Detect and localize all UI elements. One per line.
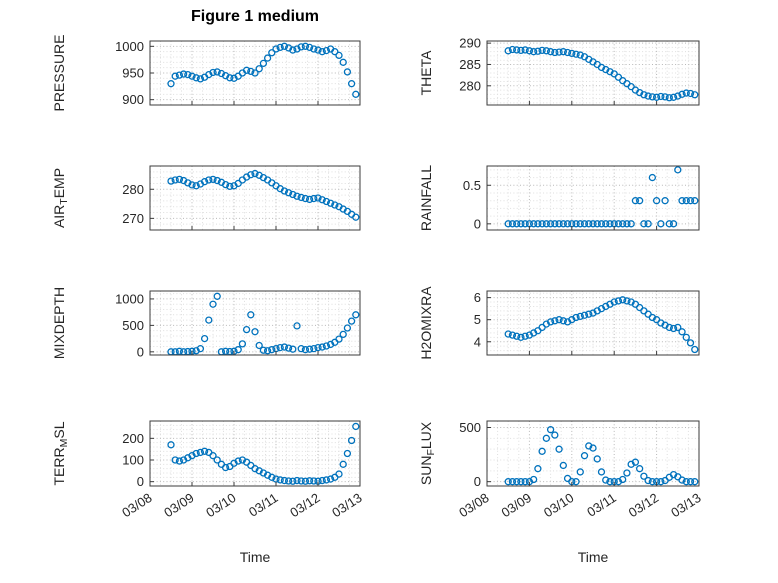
x-axis-label-left: Time (239, 549, 271, 565)
y-tick-label: 500 (122, 318, 144, 333)
y-tick-label: 290 (459, 36, 481, 51)
y-tick-label: 1000 (115, 291, 144, 306)
subplot-rainfall: 0 0.5 RAINFALL (418, 165, 700, 231)
y-tick-label: 6 (474, 290, 481, 305)
y-axis-label-sun-flux: SUNFLUX (418, 421, 437, 485)
axes-box (486, 40, 700, 106)
x-tick-label: 03/10 (203, 490, 238, 520)
y-tick-label: 5 (474, 312, 481, 327)
x-tick-label: 03/13 (668, 490, 703, 520)
y-tick-label: 500 (459, 420, 481, 435)
x-tick-label: 03/10 (541, 490, 576, 520)
series-markers-sun-flux (504, 426, 699, 486)
x-tick-label: 03/09 (499, 490, 534, 520)
series-markers-rainfall (504, 166, 699, 228)
subplot-air-temp: 270 280 AIRTEMP (51, 165, 361, 231)
axes-box (486, 165, 700, 231)
y-tick-label: 285 (459, 57, 481, 72)
y-tick-label: 4 (474, 334, 481, 349)
subplot-terr-msl: 0 100 200 03/08 03/09 03/10 03/11 03/12 03/13 TER… (51, 420, 365, 520)
y-tick-label: 900 (122, 92, 144, 107)
x-tick-label: 03/09 (161, 490, 196, 520)
y-axis-label-pressure: PRESSURE (51, 34, 67, 111)
y-tick-label: 0 (474, 474, 481, 489)
subplot-sun-flux: 0 500 03/08 03/09 03/10 03/11 03/12 03/13 SUNFLU… (418, 420, 704, 520)
subplot-pressure: 900 950 1000 PRESSURE (51, 34, 361, 112)
y-tick-label: 200 (122, 431, 144, 446)
y-tick-label: 100 (122, 453, 144, 468)
axes-box (149, 290, 361, 356)
y-axis-label-mixdepth: MIXDEPTH (51, 287, 67, 359)
y-axis-label-terr-msl: TERRMSL (51, 421, 70, 485)
y-axis-label-theta: THETA (418, 50, 434, 96)
y-tick-label: 0 (137, 474, 144, 489)
series-markers-h2omixra (504, 296, 699, 354)
y-tick-label: 0 (137, 344, 144, 359)
y-tick-label: 0.5 (463, 178, 481, 193)
y-tick-label: 0 (474, 216, 481, 231)
axes-box (149, 165, 361, 231)
x-tick-label: 03/08 (456, 490, 491, 520)
y-axis-label-rainfall: RAINFALL (418, 165, 434, 231)
figure-title: Figure 1 medium (190, 8, 320, 25)
x-tick-label: 03/11 (246, 490, 281, 520)
y-axis-label-h2omixra: H2OMIXRA (418, 286, 434, 360)
y-tick-label: 280 (459, 78, 481, 93)
series-markers-terr-msl (167, 422, 360, 485)
series-markers-theta (504, 45, 699, 102)
y-axis-label-air-temp: AIRTEMP (51, 168, 70, 228)
subplot-h2omixra: 4 5 6 H2OMIXRA (418, 286, 700, 360)
x-tick-label: 03/13 (329, 490, 364, 520)
y-tick-label: 950 (122, 66, 144, 81)
y-tick-label: 280 (122, 182, 144, 197)
x-tick-label: 03/12 (626, 490, 661, 520)
series-markers-pressure (167, 42, 360, 98)
subplot-mixdepth: 0 500 1000 MIXDEPTH (51, 287, 361, 359)
axes-box (149, 420, 361, 487)
x-tick-label: 03/12 (287, 490, 322, 520)
x-tick-label: 03/08 (119, 490, 154, 520)
axes-box (486, 420, 700, 487)
y-tick-label: 1000 (115, 39, 144, 54)
series-markers-mixdepth (167, 292, 360, 356)
subplot-theta: 280 285 290 THETA (418, 36, 700, 106)
x-tick-label: 03/11 (584, 490, 619, 520)
y-tick-label: 270 (122, 211, 144, 226)
series-markers-air-temp (167, 169, 360, 221)
x-axis-label-right: Time (577, 549, 609, 565)
axes-box (486, 290, 700, 356)
